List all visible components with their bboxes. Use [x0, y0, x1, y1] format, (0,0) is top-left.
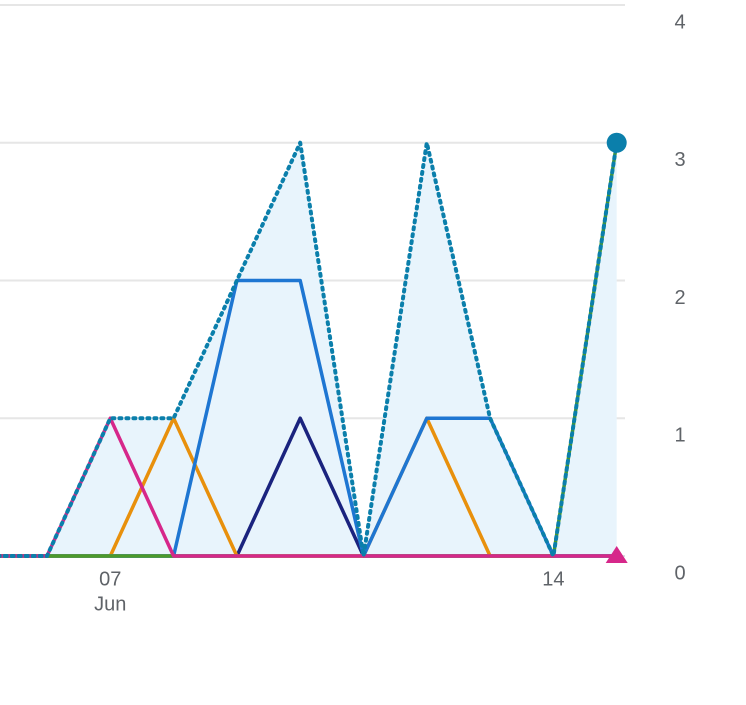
- labels: 0 1 2 3 4 07 Jun 14: [94, 11, 685, 615]
- x-tick-sublabel: Jun: [94, 593, 126, 615]
- y-tick-label: 1: [674, 425, 685, 447]
- x-tick-label: 14: [542, 568, 564, 590]
- end-marker: [605, 546, 628, 563]
- plot-area: [0, 140, 619, 558]
- y-tick-label: 4: [674, 11, 685, 33]
- area: [0, 142, 617, 556]
- x-tick-label: 07: [99, 568, 121, 590]
- end-marker: [606, 132, 627, 153]
- y-tick-label: 2: [674, 287, 685, 309]
- y-tick-label: 0: [674, 562, 685, 584]
- series-line: [0, 140, 619, 558]
- y-tick-label: 3: [674, 149, 685, 171]
